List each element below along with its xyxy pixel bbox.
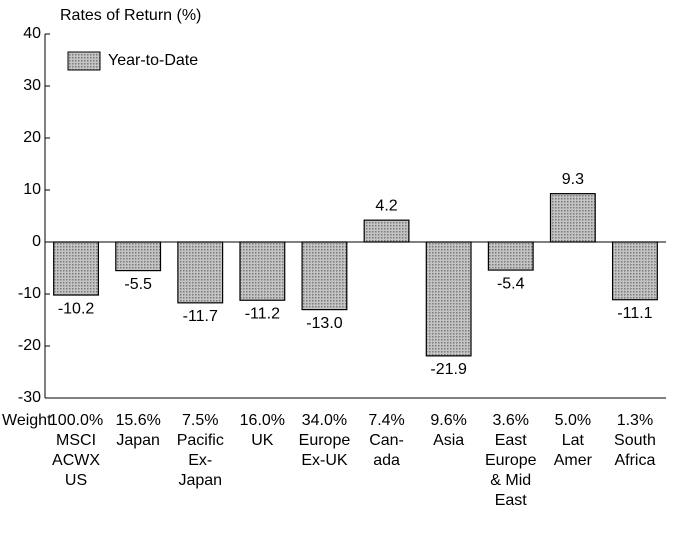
chart-title: Rates of Return (%) (60, 7, 201, 24)
x-tick-label: US (65, 472, 87, 489)
bar (177, 241, 224, 304)
value-label: -13.0 (306, 315, 343, 332)
weight: 7.4% (368, 412, 404, 429)
weight: 3.6% (493, 412, 529, 429)
value-label: -10.2 (58, 300, 95, 317)
weight: 100.0% (49, 412, 103, 429)
bar (611, 241, 658, 301)
x-tick-label: Amer (554, 452, 593, 469)
x-tick-label: Ex-UK (301, 452, 348, 469)
value-label: -11.7 (183, 308, 218, 325)
weight-label: Weight (2, 412, 52, 429)
value-label: -5.4 (497, 275, 525, 292)
weight: 1.3% (617, 412, 653, 429)
y-tick-label: -20 (18, 337, 41, 354)
x-tick-label: ada (373, 452, 400, 469)
bar (425, 241, 472, 357)
value-label: -11.1 (617, 305, 652, 322)
weight: 16.0% (240, 412, 285, 429)
legend-label: Year-to-Date (108, 52, 198, 69)
x-tick-label: Can- (369, 432, 404, 449)
value-label: -11.2 (245, 305, 280, 322)
x-tick-label: Africa (614, 452, 655, 469)
weight: 7.5% (182, 412, 218, 429)
value-label: -5.5 (124, 276, 152, 293)
bar (115, 241, 162, 272)
x-tick-label: Europe (299, 432, 351, 449)
x-tick-label: Europe (485, 452, 537, 469)
y-tick-label: 0 (32, 233, 41, 250)
x-tick-label: Pacific (177, 432, 224, 449)
x-tick-label: Lat (562, 432, 585, 449)
x-tick-label: & Mid (490, 472, 531, 489)
x-tick-label: ACWX (52, 452, 100, 469)
y-tick-label: 30 (23, 77, 41, 94)
x-tick-label: Japan (116, 432, 160, 449)
bar (239, 241, 286, 301)
y-tick-label: 20 (23, 129, 41, 146)
legend-swatch (67, 51, 101, 71)
y-tick-label: 40 (23, 25, 41, 42)
x-tick-label: Ex- (188, 452, 212, 469)
value-label: 4.2 (375, 197, 397, 214)
bar (53, 241, 100, 296)
x-tick-label: Japan (178, 472, 222, 489)
bar (487, 241, 534, 271)
weight: 9.6% (430, 412, 466, 429)
x-tick-label: East (495, 432, 528, 449)
y-tick-label: -10 (18, 285, 41, 302)
x-tick-label: MSCI (56, 432, 96, 449)
bar (301, 241, 348, 311)
x-tick-label: UK (251, 432, 274, 449)
value-label: 9.3 (562, 171, 584, 188)
bar (363, 219, 410, 243)
x-tick-label: Asia (433, 432, 464, 449)
weight: 5.0% (555, 412, 591, 429)
y-tick-label: -30 (18, 389, 41, 406)
bar (549, 193, 596, 243)
value-label: -21.9 (430, 361, 467, 378)
y-tick-label: 10 (23, 181, 41, 198)
weight: 34.0% (302, 412, 347, 429)
x-tick-label: South (614, 432, 656, 449)
weight: 15.6% (115, 412, 160, 429)
x-tick-label: East (495, 492, 528, 509)
